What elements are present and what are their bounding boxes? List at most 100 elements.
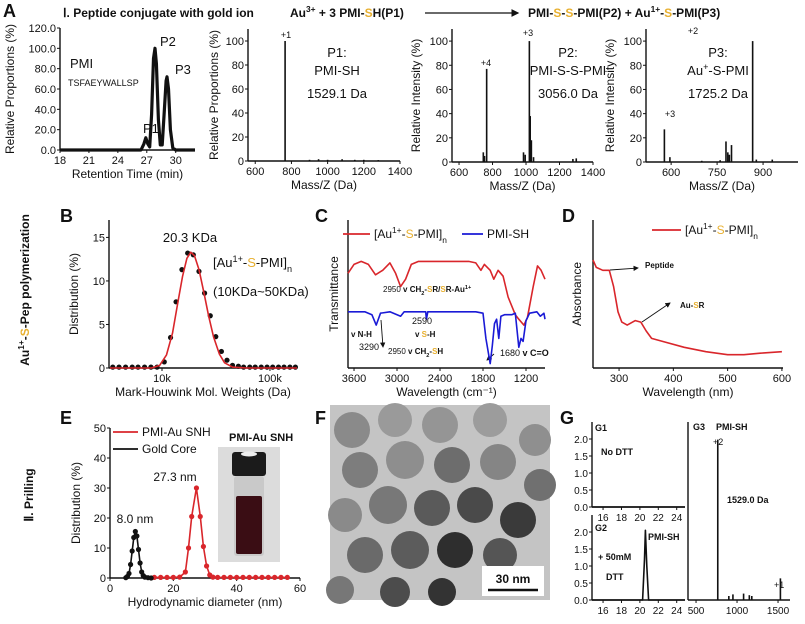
data-point bbox=[182, 569, 188, 575]
data-point bbox=[189, 513, 195, 520]
x-tick-label: 21 bbox=[83, 155, 95, 167]
data-point bbox=[110, 364, 116, 370]
data-point bbox=[177, 574, 183, 580]
panel-label-b: B bbox=[60, 206, 73, 226]
y-tick-label: 15 bbox=[93, 232, 105, 244]
nanoparticle bbox=[347, 537, 383, 573]
y-tick-label: 60 bbox=[436, 84, 448, 96]
y-tick-label: 0 bbox=[442, 157, 448, 169]
y-tick-label: 0.0 bbox=[574, 596, 588, 607]
x-tick-label: 1200 bbox=[547, 167, 571, 179]
x-tick-label: 18 bbox=[616, 606, 628, 617]
x-tick-label: 800 bbox=[282, 166, 300, 178]
y-axis-label: Distribution (%) bbox=[69, 462, 83, 544]
y-axis-label: Relative Proportions (%) bbox=[207, 30, 221, 160]
y-tick-label: 1.5 bbox=[574, 452, 588, 463]
x-tick-label: 600 bbox=[450, 167, 468, 179]
annotation: 20.3 KDa bbox=[163, 230, 218, 245]
annotation: [Au1+-S-PMI]n bbox=[213, 254, 292, 274]
y-tick-label: 2.0 bbox=[574, 528, 588, 539]
annotation: +4 bbox=[481, 58, 491, 68]
y-tick-label: 10 bbox=[94, 543, 106, 555]
nanoparticle bbox=[434, 447, 470, 483]
nanoparticle bbox=[483, 538, 517, 572]
x-tick-label: 18 bbox=[616, 513, 628, 524]
x-axis-label: Mass/Z (Da) bbox=[490, 179, 556, 193]
chart-g3: 500 1000 1500 G3 PMI-SH +2 1529.0 Da +1 bbox=[687, 422, 790, 617]
nanoparticle bbox=[391, 531, 429, 569]
x-axis-label: Hydrodynamic diameter (nm) bbox=[128, 595, 283, 609]
annotation: G1 bbox=[595, 423, 607, 433]
data-point bbox=[259, 574, 265, 581]
annotation: PMI-SH bbox=[314, 63, 360, 78]
y-axis-label: Relative Proportions (%) bbox=[3, 24, 17, 154]
nanoparticle bbox=[369, 486, 407, 524]
reaction-products: PMI-S-S-PMI(P2) + Au1+-S-PMI(P3) bbox=[528, 4, 720, 20]
annotation: G3 bbox=[693, 422, 705, 432]
y-tick-label: 100 bbox=[624, 36, 642, 48]
data-point bbox=[292, 364, 298, 370]
annotation: (10KDa~50KDa) bbox=[213, 284, 309, 299]
nanoparticle bbox=[378, 403, 412, 437]
annotation: 27.3 nm bbox=[153, 470, 196, 484]
y-tick-label: 20 bbox=[630, 133, 642, 145]
x-tick-label: 900 bbox=[754, 167, 772, 179]
legend-label: PMI-Au SNH bbox=[142, 425, 211, 439]
data-point bbox=[234, 574, 240, 581]
chart-a4: 600 750 900 0 20 40 60 80 100 Mass/Z (Da) Relative… bbox=[603, 26, 798, 193]
data-point bbox=[215, 574, 221, 581]
y-tick-label: 120.0 bbox=[28, 23, 56, 35]
uv-arrows bbox=[609, 265, 671, 323]
y-tick-label: 1.0 bbox=[574, 469, 588, 480]
annotation: P3 bbox=[175, 62, 191, 77]
y-axis-label: Distribution (%) bbox=[67, 253, 81, 335]
nanoparticle bbox=[428, 578, 456, 606]
series-0 bbox=[592, 259, 782, 356]
x-tick-label: 800 bbox=[483, 167, 501, 179]
annotation: +3 bbox=[665, 109, 675, 119]
chart-e: 0 20 40 60 0 10 20 30 40 50 Hydrodynamic diameter … bbox=[69, 423, 306, 609]
y-tick-label: 100.0 bbox=[28, 43, 56, 55]
x-tick-label: 1400 bbox=[388, 166, 412, 178]
y-tick-label: 20 bbox=[436, 133, 448, 145]
x-tick-label: 27 bbox=[141, 155, 153, 167]
annotation: v S-H bbox=[415, 330, 436, 339]
data-point bbox=[270, 364, 276, 370]
y-tick-label: 40 bbox=[232, 108, 244, 120]
y-tick-label: 40.0 bbox=[35, 104, 56, 116]
series-0 bbox=[60, 46, 195, 152]
data-point bbox=[158, 574, 164, 581]
y-tick-label: 0 bbox=[100, 573, 106, 585]
y-axis-label: Relative Intensity (%) bbox=[603, 39, 617, 152]
scale-bar-label: 30 nm bbox=[496, 572, 531, 586]
y-tick-label: 0.5 bbox=[574, 486, 588, 497]
data-point bbox=[185, 545, 192, 551]
reaction-reactants: Au3+ + 3 PMI-SH(P1) bbox=[290, 4, 404, 20]
series-line bbox=[60, 46, 195, 152]
x-axis-label: Mass/Z (Da) bbox=[689, 179, 755, 193]
data-point bbox=[141, 364, 148, 370]
data-point bbox=[284, 574, 290, 581]
data-point bbox=[218, 348, 224, 355]
row-title-prilling: Ⅱ. Prilling bbox=[22, 468, 36, 521]
series-0 bbox=[592, 529, 685, 601]
y-tick-label: 10 bbox=[93, 276, 105, 288]
chart-g1: 16 18 20 22 24 0.0 0.5 1.0 1.5 2.0 G1 No DTT bbox=[574, 422, 685, 524]
x-tick-label: 18 bbox=[54, 155, 66, 167]
data-point bbox=[278, 574, 284, 581]
series-0 bbox=[482, 41, 578, 162]
x-axis-label: Mass/Z (Da) bbox=[291, 178, 357, 192]
x-axis-label: Retention Time (min) bbox=[72, 167, 183, 181]
series-1 bbox=[348, 310, 546, 365]
x-tick-label: 600 bbox=[662, 167, 680, 179]
y-tick-label: 0 bbox=[99, 363, 105, 375]
y-tick-label: 80 bbox=[630, 60, 642, 72]
x-tick-label: 500 bbox=[718, 373, 736, 385]
panel-label-c: C bbox=[315, 206, 328, 226]
annotation: +1 bbox=[281, 30, 291, 40]
series-line bbox=[348, 310, 546, 365]
data-point bbox=[148, 575, 154, 581]
chart-a2: 600 800 1000 1200 1400 0 20 40 60 80 100 Mass/Z (Da… bbox=[207, 29, 412, 192]
x-tick-label: 16 bbox=[597, 513, 609, 524]
y-tick-label: 0.0 bbox=[574, 503, 588, 514]
